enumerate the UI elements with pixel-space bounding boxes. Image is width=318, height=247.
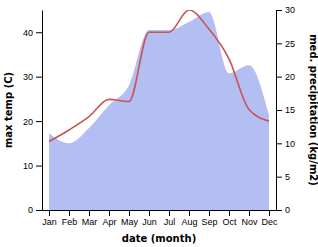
- tick-mark: [36, 121, 42, 122]
- tick: Feb: [62, 210, 78, 227]
- tick-label: 30: [285, 5, 295, 15]
- tick: 10: [23, 161, 42, 171]
- tick-mark: [209, 210, 210, 216]
- tick: 30: [23, 72, 42, 82]
- y-axis: 0 10 20 30 40: [23, 11, 43, 216]
- tick-mark: [276, 143, 282, 144]
- tick-mark: [36, 32, 42, 33]
- tick-label: Jun: [142, 217, 157, 227]
- y2-title: med. precipitation (kg/m2): [308, 34, 318, 186]
- tick: 15: [276, 105, 295, 115]
- tick: 10: [276, 139, 295, 149]
- tick-mark: [229, 210, 230, 216]
- axis-line: [42, 11, 43, 211]
- tick-mark: [276, 110, 282, 111]
- tick: Dec: [261, 210, 278, 227]
- tick: May: [121, 210, 139, 227]
- tick-label: 10: [285, 139, 295, 149]
- tick-mark: [249, 210, 250, 216]
- plot: Jan Feb Mar Apr MayJun Jul Aug Sep Oct NovDec 0 10 2…: [23, 5, 295, 227]
- area: [49, 12, 269, 210]
- chart: Jan Feb Mar Apr MayJun Jul Aug Sep Oct NovDec 0 10 2…: [0, 0, 318, 247]
- tick: Jan: [42, 210, 57, 227]
- tick: Jul: [164, 210, 176, 227]
- tick-label: Jul: [164, 217, 176, 227]
- tick-label: Apr: [102, 217, 116, 227]
- tick-mark: [149, 210, 150, 216]
- tick: Apr: [102, 210, 116, 227]
- axis-line: [43, 210, 277, 211]
- tick-mark: [36, 166, 42, 167]
- y-title: max temp (C): [3, 72, 14, 148]
- tick-label: May: [121, 217, 139, 227]
- tick-label: 15: [285, 105, 295, 115]
- tick: Aug: [181, 210, 197, 227]
- tick: Sep: [201, 210, 217, 227]
- tick-mark: [49, 210, 50, 216]
- tick: Jun: [142, 210, 157, 227]
- tick-label: 10: [23, 161, 33, 171]
- tick-mark: [129, 210, 130, 216]
- tick: Nov: [241, 210, 258, 227]
- tick-label: 30: [23, 72, 33, 82]
- tick: 0: [276, 205, 290, 215]
- tick-mark: [109, 210, 110, 216]
- x-axis: Jan Feb Mar Apr MayJun Jul Aug Sep Oct NovDec: [42, 210, 278, 227]
- tick: 5: [276, 172, 290, 182]
- tick-mark: [269, 210, 270, 216]
- tick-label: Feb: [62, 217, 78, 227]
- tick: 0: [28, 205, 42, 215]
- tick-label: 5: [285, 172, 290, 182]
- tick-mark: [169, 210, 170, 216]
- tick-mark: [276, 43, 282, 44]
- tick-label: 25: [285, 39, 295, 49]
- y2-axis: 0 5 10 15 20 25 30: [276, 5, 295, 215]
- tick-label: 20: [285, 72, 295, 82]
- tick-mark: [189, 210, 190, 216]
- tick-mark: [36, 210, 42, 211]
- tick-label: Aug: [181, 217, 197, 227]
- tick-mark: [89, 210, 90, 216]
- tick-label: Jan: [42, 217, 57, 227]
- tick: Oct: [222, 210, 237, 227]
- tick: Mar: [82, 210, 98, 227]
- tick-mark: [69, 210, 70, 216]
- tick: 30: [276, 5, 295, 15]
- tick: 25: [276, 39, 295, 49]
- tick-label: Dec: [261, 217, 278, 227]
- tick-label: 0: [28, 205, 33, 215]
- tick-mark: [36, 77, 42, 78]
- tick: 20: [276, 72, 295, 82]
- tick: 40: [23, 28, 42, 38]
- tick-label: 0: [285, 205, 290, 215]
- tick-mark: [276, 10, 282, 11]
- tick-label: Mar: [82, 217, 98, 227]
- tick-label: Sep: [201, 217, 217, 227]
- tick-label: Oct: [222, 217, 237, 227]
- tick-label: Nov: [241, 217, 258, 227]
- tick-mark: [276, 177, 282, 178]
- x-title: date (month): [122, 233, 196, 244]
- tick-mark: [276, 210, 282, 211]
- marks: [49, 10, 269, 210]
- tick-mark: [276, 77, 282, 78]
- tick-label: 40: [23, 28, 33, 38]
- line: [49, 10, 269, 142]
- tick-label: 20: [23, 116, 33, 126]
- tick: 20: [23, 116, 42, 126]
